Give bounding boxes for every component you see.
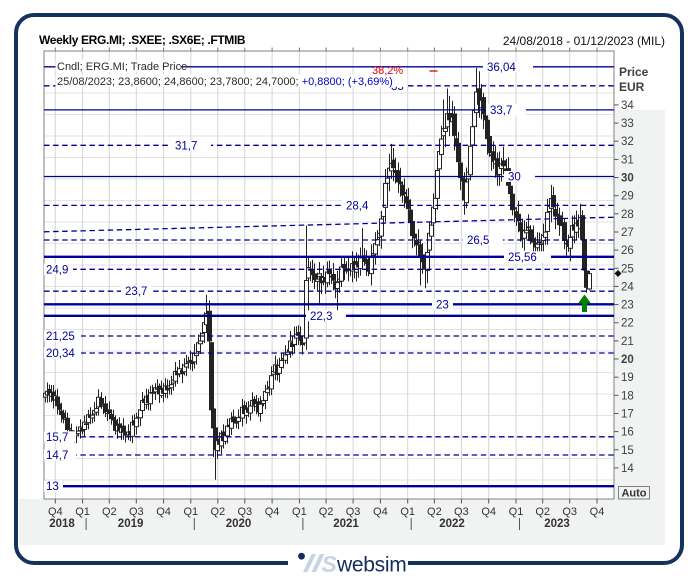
svg-text:Q1: Q1 [75,506,90,518]
svg-text:22: 22 [621,318,634,330]
svg-text:Q1: Q1 [400,506,415,518]
svg-text:Q4: Q4 [481,506,496,518]
svg-text:20: 20 [621,354,634,366]
svg-text:33: 33 [621,118,634,130]
svg-text:2022: 2022 [439,518,465,530]
svg-text:Q3: Q3 [237,506,252,518]
svg-text:Auto: Auto [621,488,646,500]
svg-text:30: 30 [508,172,521,184]
svg-text:31,7: 31,7 [175,140,197,152]
svg-text:34: 34 [621,100,634,112]
svg-text:Q3: Q3 [454,506,469,518]
svg-text:28,4: 28,4 [346,200,369,212]
svg-text:23: 23 [621,300,634,312]
svg-text:30: 30 [621,173,634,185]
svg-text:26: 26 [621,245,634,257]
svg-text:32: 32 [621,136,634,148]
svg-text:Price: Price [619,65,649,79]
svg-text:38,2%: 38,2% [372,65,403,77]
svg-text:27: 27 [621,227,634,239]
svg-text:25,56: 25,56 [508,252,537,264]
svg-text:25/08/2023; 23,8600; 24,8600;: 25/08/2023; 23,8600; 24,8600; 23,7800; 2… [57,76,393,88]
svg-text:19: 19 [621,372,634,384]
svg-text:Q3: Q3 [562,506,577,518]
svg-text:17: 17 [621,409,634,421]
svg-text:18: 18 [621,390,634,402]
svg-text:23,7: 23,7 [125,286,147,298]
svg-text:28: 28 [621,209,634,221]
svg-text:Q1: Q1 [183,506,198,518]
svg-text:36,04: 36,04 [487,62,516,74]
svg-text:EUR: EUR [619,80,645,94]
svg-text:websim: websim [336,554,406,577]
svg-text:Cndl; ERG.MI; Trade Price: Cndl; ERG.MI; Trade Price [57,61,187,73]
svg-text:Q2: Q2 [427,506,442,518]
svg-text:Q2: Q2 [210,506,225,518]
svg-text:13: 13 [46,481,59,493]
svg-text:16: 16 [621,427,634,439]
svg-text:Q4: Q4 [265,506,280,518]
svg-text:25: 25 [621,263,634,275]
svg-text:Q2: Q2 [319,506,334,518]
svg-text:2020: 2020 [226,518,252,530]
svg-text:Q4: Q4 [373,506,388,518]
svg-text:15: 15 [621,445,634,457]
svg-text:29: 29 [621,191,634,203]
svg-text:2023: 2023 [544,518,570,530]
svg-text:14: 14 [621,463,634,475]
svg-text:23: 23 [436,299,449,311]
svg-text:2019: 2019 [118,518,144,530]
svg-text:S: S [322,551,338,577]
svg-text:15,7: 15,7 [46,432,68,444]
svg-text:22,3: 22,3 [310,311,332,323]
svg-text:20,34: 20,34 [46,348,75,360]
svg-text:21,25: 21,25 [46,331,75,343]
svg-text:Q4: Q4 [590,506,605,518]
svg-text:Q3: Q3 [129,506,144,518]
svg-text:21: 21 [621,336,634,348]
svg-text:24,9: 24,9 [46,264,68,276]
svg-text:14,7: 14,7 [46,450,68,462]
svg-text:Q4: Q4 [156,506,171,518]
svg-text:Q4: Q4 [48,506,63,518]
svg-text:Q1: Q1 [509,506,524,518]
svg-text:2021: 2021 [333,518,359,530]
svg-text:Q2: Q2 [535,506,550,518]
svg-text:26,5: 26,5 [467,235,489,247]
svg-text:Q3: Q3 [346,506,361,518]
svg-text:33,7: 33,7 [490,105,512,117]
svg-text:31: 31 [621,154,634,166]
svg-text:Q2: Q2 [102,506,117,518]
svg-text:2018: 2018 [49,518,75,530]
svg-text:24: 24 [621,281,634,293]
svg-text:Q1: Q1 [292,506,307,518]
